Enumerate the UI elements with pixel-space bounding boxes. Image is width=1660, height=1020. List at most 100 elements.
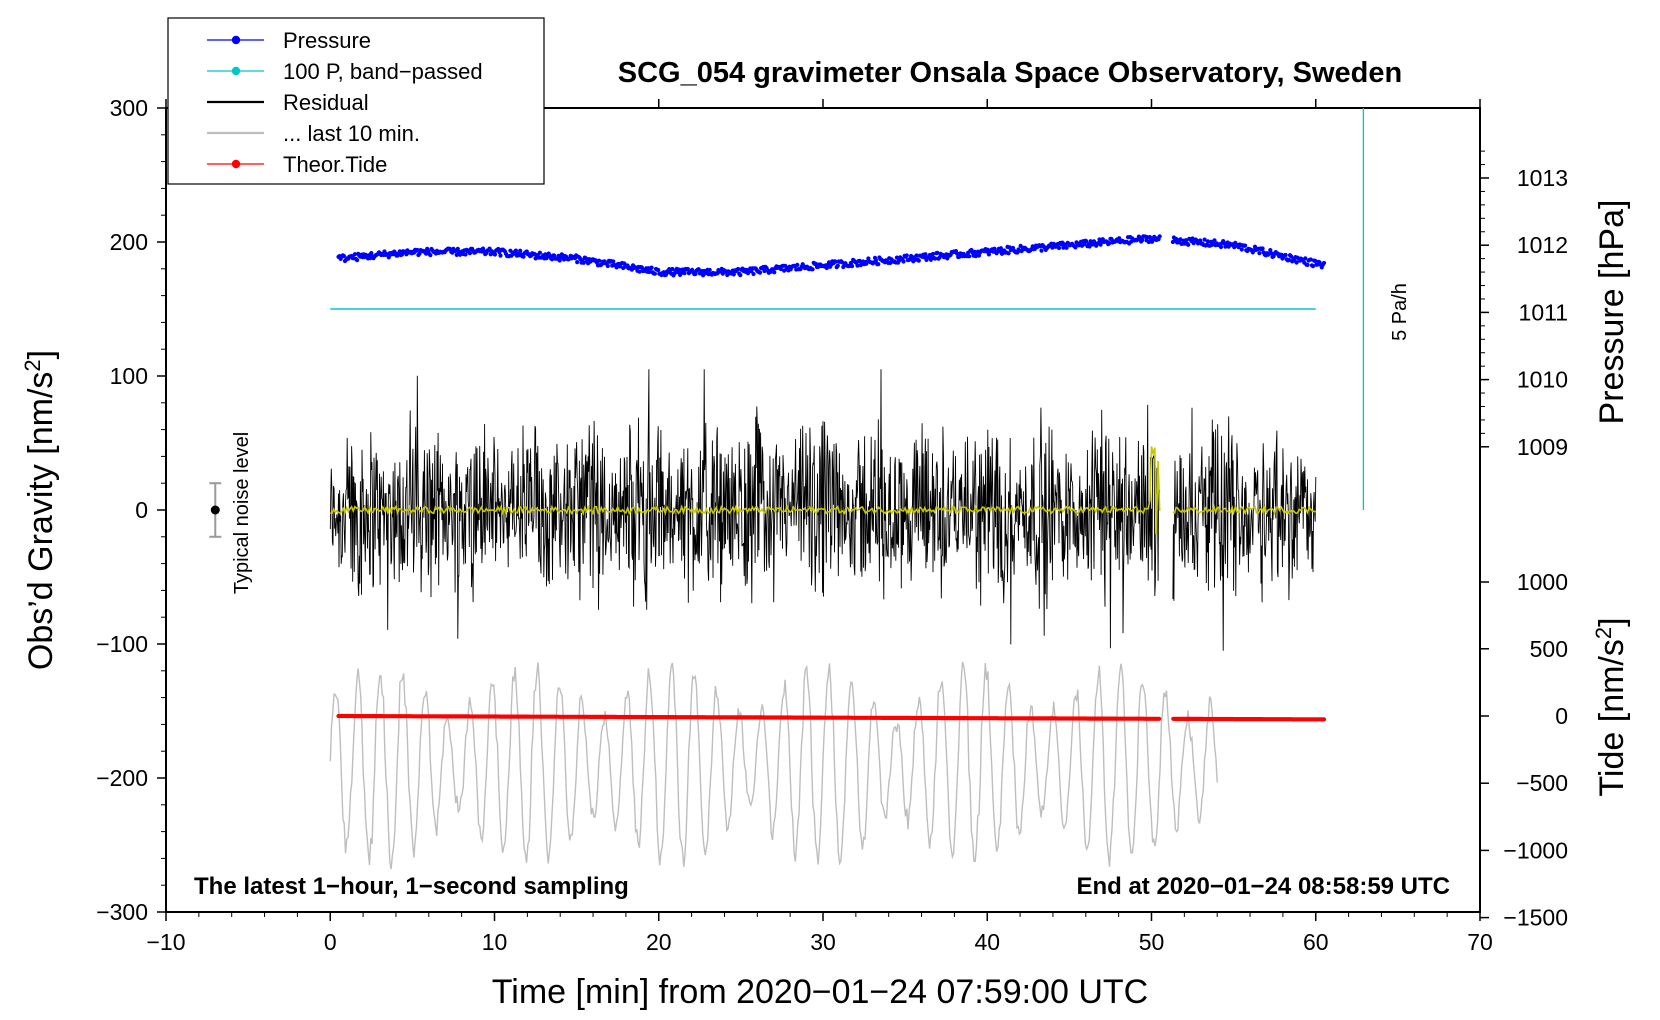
pa-rate-label: 5 Pa/h	[1389, 283, 1411, 341]
series-residual-line	[329, 369, 1317, 651]
y-axis-label-left-main: Obs’d Gravity [nm/s	[22, 372, 60, 671]
pressure-point	[876, 262, 881, 267]
pressure-point	[513, 248, 519, 253]
pressure-point	[575, 260, 580, 265]
pressure-point	[857, 258, 862, 263]
y-axis-label-left-sup: 2	[20, 359, 45, 371]
pressure-point	[682, 271, 687, 276]
pressure-point	[914, 253, 919, 258]
pressure-point	[463, 252, 468, 257]
pressure-point	[795, 262, 800, 267]
x-tick-label: 20	[646, 929, 672, 955]
tide-point	[1321, 717, 1327, 722]
pressure-point	[810, 267, 815, 272]
pressure-point	[679, 271, 684, 276]
pressure-point	[1257, 251, 1262, 256]
pressure-tick-label: 1013	[1517, 165, 1568, 191]
pressure-point	[866, 256, 871, 261]
pressure-point	[1107, 241, 1112, 246]
pressure-point	[597, 258, 602, 263]
y-tick-label-left: −100	[96, 631, 148, 657]
pressure-point	[537, 250, 543, 255]
pressure-point	[1308, 257, 1313, 262]
pressure-point	[833, 259, 838, 264]
legend-label: Pressure	[283, 28, 371, 53]
pressure-point	[352, 252, 357, 257]
legend-swatch-marker	[231, 66, 241, 76]
pressure-point	[1064, 245, 1069, 250]
pressure-point	[1006, 251, 1011, 256]
pressure-point	[1056, 245, 1062, 251]
y-tick-label-left: 0	[135, 497, 148, 523]
legend-label: 100 P, band−passed	[283, 59, 483, 84]
pressure-point	[605, 263, 610, 269]
pressure-point	[676, 267, 682, 272]
tide-point	[1157, 716, 1162, 721]
pressure-point	[637, 269, 642, 274]
pressure-point	[521, 254, 526, 259]
pressure-tick-label: 1010	[1517, 367, 1568, 393]
series-pressure	[336, 234, 1327, 278]
pressure-point	[498, 253, 503, 258]
pressure-point	[1303, 256, 1308, 261]
pressure-point	[1313, 258, 1318, 263]
pressure-tick-label: 1012	[1517, 232, 1568, 258]
pressure-point	[496, 246, 501, 252]
y-axis-label-tide-close: ]	[1593, 617, 1631, 626]
pressure-point	[731, 272, 736, 277]
pressure-point	[549, 257, 555, 262]
tide-tick-label: 500	[1530, 636, 1568, 662]
pressure-point	[399, 252, 405, 257]
pressure-point	[849, 264, 855, 269]
chart-title: SCG_054 gravimeter Onsala Space Observat…	[618, 57, 1402, 89]
pressure-point	[1212, 238, 1217, 243]
pressure-point	[649, 265, 654, 270]
x-tick-label: 0	[324, 929, 337, 955]
x-axis-label: Time [min] from 2020−01−24 07:59:00 UTC	[492, 973, 1148, 1011]
pressure-point	[1088, 239, 1093, 244]
pressure-point	[1305, 262, 1310, 267]
pressure-point	[986, 252, 992, 257]
pressure-point	[933, 256, 938, 261]
x-tick-label: 60	[1303, 929, 1329, 955]
noise-center-point	[210, 505, 220, 515]
pressure-point	[341, 253, 346, 259]
pressure-point	[581, 260, 586, 265]
pressure-point	[916, 258, 921, 263]
pressure-point	[909, 253, 914, 259]
pressure-point	[1146, 239, 1151, 245]
x-tick-label: −10	[146, 929, 185, 955]
pressure-point	[1218, 244, 1224, 250]
pressure-point	[874, 258, 879, 263]
pressure-point	[955, 251, 960, 256]
pressure-point	[923, 252, 928, 257]
x-tick-label: 50	[1139, 929, 1165, 955]
pressure-point	[1082, 242, 1087, 247]
pressure-point	[935, 250, 940, 255]
y-tick-label-left: 200	[110, 229, 148, 255]
pressure-point	[1260, 246, 1265, 251]
pressure-point	[855, 263, 860, 268]
pressure-point	[1239, 247, 1244, 252]
pressure-point	[967, 254, 972, 259]
pressure-point	[992, 246, 997, 251]
pressure-tick-label: 1009	[1517, 434, 1568, 460]
pressure-point	[736, 266, 741, 272]
pressure-point	[707, 267, 712, 273]
pressure-tick-label: 1000	[1517, 569, 1568, 595]
legend-swatch-marker	[231, 35, 241, 45]
pressure-point	[1283, 252, 1288, 258]
pressure-point	[824, 265, 829, 271]
pressure-point	[656, 267, 661, 273]
pressure-point	[1039, 248, 1044, 253]
pressure-point	[467, 251, 472, 256]
y-tick-label-left: −200	[96, 765, 148, 791]
pressure-point	[518, 248, 523, 253]
legend-label: Residual	[283, 90, 369, 115]
x-tick-label: 70	[1467, 929, 1493, 955]
y-axis-label-left-close: ]	[22, 350, 60, 359]
pressure-point	[1243, 243, 1248, 248]
pressure-point	[1186, 242, 1191, 247]
